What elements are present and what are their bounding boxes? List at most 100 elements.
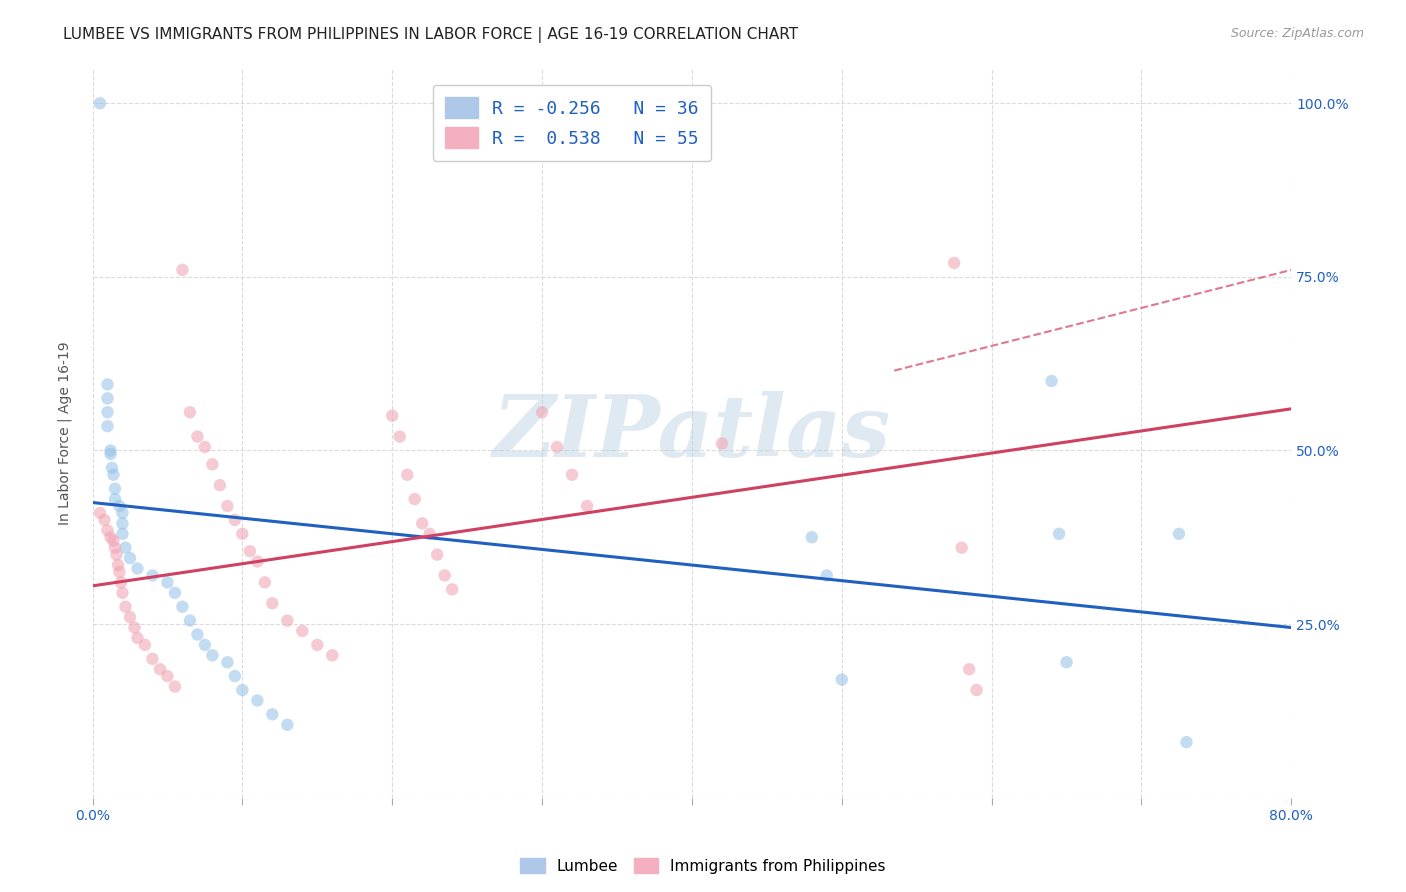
Point xyxy=(1168,526,1191,541)
Point xyxy=(89,96,111,111)
Point xyxy=(441,582,464,597)
Point xyxy=(96,405,118,419)
Point xyxy=(531,405,554,419)
Point xyxy=(108,565,131,579)
Point xyxy=(96,377,118,392)
Point xyxy=(156,669,179,683)
Point xyxy=(194,638,217,652)
Point xyxy=(186,429,208,443)
Point xyxy=(100,447,122,461)
Point xyxy=(800,530,823,544)
Point xyxy=(246,555,269,569)
Point xyxy=(576,499,599,513)
Point xyxy=(103,467,125,482)
Point xyxy=(276,614,298,628)
Point xyxy=(262,596,284,610)
Point xyxy=(231,526,253,541)
Point xyxy=(89,506,111,520)
Point xyxy=(103,533,125,548)
Point xyxy=(957,662,980,676)
Point xyxy=(105,548,128,562)
Point xyxy=(224,513,246,527)
Point xyxy=(1040,374,1063,388)
Point xyxy=(276,718,298,732)
Point xyxy=(114,541,136,555)
Point xyxy=(1047,526,1070,541)
Point xyxy=(217,499,239,513)
Point xyxy=(546,440,568,454)
Point xyxy=(114,599,136,614)
Point xyxy=(710,436,733,450)
Point xyxy=(163,680,186,694)
Point xyxy=(111,526,134,541)
Point xyxy=(101,460,124,475)
Point xyxy=(253,575,276,590)
Y-axis label: In Labor Force | Age 16-19: In Labor Force | Age 16-19 xyxy=(58,342,72,524)
Point xyxy=(156,575,179,590)
Point xyxy=(186,627,208,641)
Point xyxy=(396,467,419,482)
Point xyxy=(381,409,404,423)
Point xyxy=(96,419,118,434)
Point xyxy=(943,256,966,270)
Point xyxy=(96,392,118,406)
Point xyxy=(100,530,122,544)
Point xyxy=(179,405,201,419)
Point xyxy=(433,568,456,582)
Text: ZIPatlas: ZIPatlas xyxy=(494,392,891,475)
Point xyxy=(1056,655,1078,669)
Point xyxy=(141,652,163,666)
Point xyxy=(831,673,853,687)
Point xyxy=(201,648,224,663)
Legend: R = -0.256   N = 36, R =  0.538   N = 55: R = -0.256 N = 36, R = 0.538 N = 55 xyxy=(433,85,711,161)
Point xyxy=(291,624,314,638)
Point xyxy=(100,443,122,458)
Point xyxy=(404,491,426,506)
Point xyxy=(815,568,838,582)
Point xyxy=(217,655,239,669)
Point xyxy=(388,429,411,443)
Point xyxy=(201,458,224,472)
Point xyxy=(1175,735,1198,749)
Point xyxy=(104,491,127,506)
Point xyxy=(104,482,127,496)
Point xyxy=(141,568,163,582)
Point xyxy=(419,526,441,541)
Legend: Lumbee, Immigrants from Philippines: Lumbee, Immigrants from Philippines xyxy=(515,852,891,880)
Point xyxy=(224,669,246,683)
Point xyxy=(104,541,127,555)
Point xyxy=(231,683,253,698)
Point xyxy=(93,513,115,527)
Point xyxy=(110,575,132,590)
Point xyxy=(111,506,134,520)
Point xyxy=(262,707,284,722)
Point xyxy=(172,599,194,614)
Point xyxy=(950,541,973,555)
Point xyxy=(118,551,141,566)
Point xyxy=(411,516,433,531)
Point xyxy=(134,638,156,652)
Point xyxy=(124,621,146,635)
Text: LUMBEE VS IMMIGRANTS FROM PHILIPPINES IN LABOR FORCE | AGE 16-19 CORRELATION CHA: LUMBEE VS IMMIGRANTS FROM PHILIPPINES IN… xyxy=(63,27,799,43)
Point xyxy=(107,558,129,572)
Point xyxy=(239,544,262,558)
Point xyxy=(179,614,201,628)
Point xyxy=(111,586,134,600)
Point xyxy=(208,478,231,492)
Point xyxy=(127,631,149,645)
Text: Source: ZipAtlas.com: Source: ZipAtlas.com xyxy=(1230,27,1364,40)
Point xyxy=(111,516,134,531)
Point xyxy=(321,648,343,663)
Point xyxy=(561,467,583,482)
Point xyxy=(194,440,217,454)
Point xyxy=(966,683,988,698)
Point xyxy=(163,586,186,600)
Point xyxy=(172,263,194,277)
Point xyxy=(108,499,131,513)
Point xyxy=(426,548,449,562)
Point xyxy=(127,561,149,575)
Point xyxy=(149,662,172,676)
Point xyxy=(307,638,329,652)
Point xyxy=(118,610,141,624)
Point xyxy=(246,693,269,707)
